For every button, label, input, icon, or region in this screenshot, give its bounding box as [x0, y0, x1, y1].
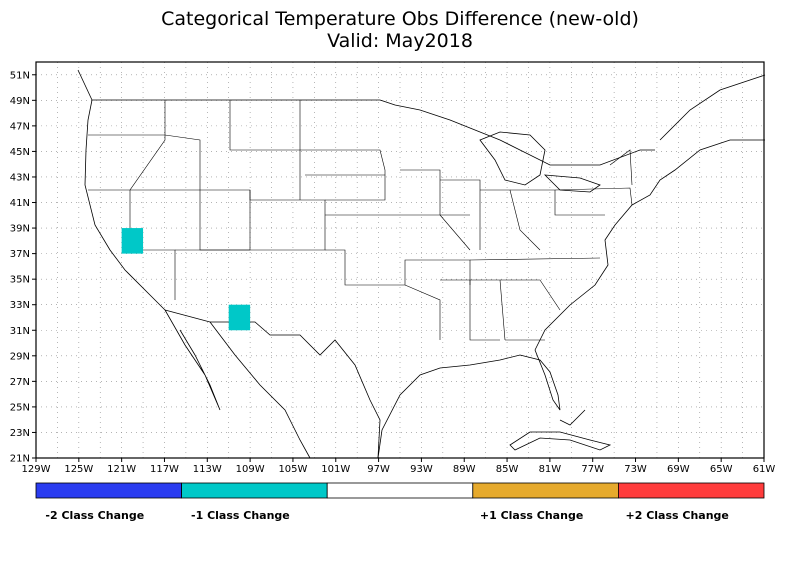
legend-swatch — [181, 482, 328, 499]
legend-swatch — [472, 482, 619, 499]
lat-tick-label: 51N — [10, 70, 30, 81]
lon-tick-label: 125W — [64, 464, 93, 475]
latitude-labels: 51N 49N 47N 45N 43N 41N 39N 37N 35N 33N 31N 29N 27N 2… — [10, 70, 36, 465]
lat-tick-label: 23N — [10, 428, 30, 439]
graticule — [36, 62, 764, 458]
legend-label: +1 Class Change — [480, 509, 583, 522]
lat-tick-label: 47N — [10, 121, 30, 132]
canada-border — [92, 99, 655, 166]
state-borders — [88, 100, 633, 341]
lat-tick-label: 27N — [10, 377, 30, 388]
lon-tick-label: 73W — [624, 464, 647, 475]
canada-coast — [659, 74, 766, 141]
class-change-cells — [121, 228, 251, 331]
legend-swatch — [35, 482, 183, 499]
class-change-cell — [121, 228, 144, 254]
gulf-coast — [377, 349, 561, 459]
florida-keys — [559, 409, 586, 426]
lat-tick-label: 39N — [10, 224, 30, 235]
lon-tick-label: 69W — [667, 464, 690, 475]
baja — [164, 309, 221, 411]
lon-tick-label: 97W — [367, 464, 390, 475]
lat-tick-label: 25N — [10, 402, 30, 413]
lon-tick-label: 121W — [107, 464, 136, 475]
longitude-labels: 129W 125W 121W 117W 113W 109W 105W 101W 97W 93W 89… — [22, 458, 776, 475]
legend-label: +2 Class Change — [626, 509, 729, 522]
cuba — [509, 431, 612, 451]
map-frame — [35, 61, 765, 459]
lat-tick-label: 21N — [10, 454, 30, 465]
lon-tick-label: 85W — [496, 464, 519, 475]
alaska-pan — [77, 69, 93, 101]
us-basemap — [77, 69, 766, 459]
lat-tick-label: 33N — [10, 300, 30, 311]
lon-tick-label: 117W — [150, 464, 179, 475]
lat-tick-label: 49N — [10, 96, 30, 107]
lat-tick-label: 35N — [10, 275, 30, 286]
lon-tick-label: 89W — [453, 464, 476, 475]
lon-tick-label: 101W — [321, 464, 350, 475]
lon-tick-label: 109W — [236, 464, 265, 475]
lat-tick-label: 29N — [10, 351, 30, 362]
great-lakes — [479, 131, 601, 193]
legend-label: -2 Class Change — [45, 509, 144, 522]
lon-tick-label: 105W — [278, 464, 307, 475]
lon-tick-label: 77W — [581, 464, 604, 475]
lat-tick-label: 37N — [10, 249, 30, 260]
lat-tick-label: 31N — [10, 326, 30, 337]
mexico-border — [164, 309, 381, 459]
legend-swatch — [618, 482, 765, 499]
east-coast — [534, 139, 765, 351]
map-title: Categorical Temperature Obs Difference (… — [161, 8, 639, 30]
class-change-cell — [228, 304, 251, 331]
lat-tick-label: 41N — [10, 198, 30, 209]
map-subtitle: Valid: May2018 — [327, 30, 473, 52]
legend-swatch — [326, 482, 474, 499]
lon-tick-label: 93W — [410, 464, 433, 475]
lat-tick-label: 45N — [10, 147, 30, 158]
lon-tick-label: 65W — [710, 464, 733, 475]
west-coast — [84, 99, 166, 311]
lon-tick-label: 61W — [753, 464, 776, 475]
lat-tick-label: 43N — [10, 172, 30, 183]
legend-bar: -2 Class Change -1 Class Change +1 Class C… — [35, 482, 765, 522]
legend-label: -1 Class Change — [191, 509, 290, 522]
lon-tick-label: 81W — [539, 464, 562, 475]
lon-tick-label: 113W — [193, 464, 222, 475]
lon-tick-label: 129W — [22, 464, 51, 475]
mexico-coast — [209, 321, 311, 459]
